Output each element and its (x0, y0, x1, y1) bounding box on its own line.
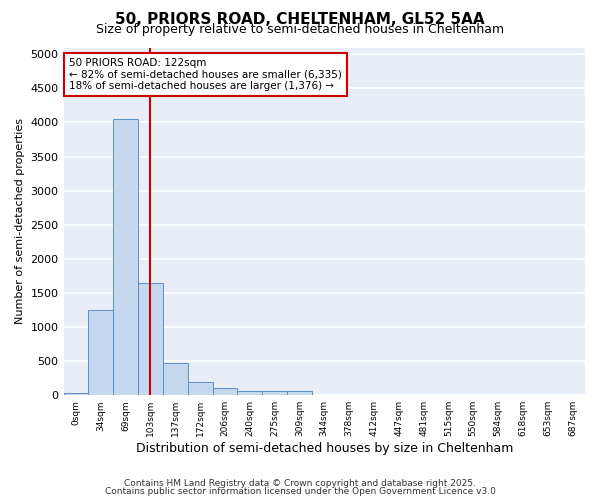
Bar (262, 392, 287, 395)
Bar (238, 391, 262, 395)
Text: Contains public sector information licensed under the Open Government Licence v3: Contains public sector information licen… (104, 487, 496, 496)
Text: 50 PRIORS ROAD: 122sqm
← 82% of semi-detached houses are smaller (6,335)
18% of : 50 PRIORS ROAD: 122sqm ← 82% of semi-det… (69, 58, 341, 91)
Bar (163, 363, 188, 395)
Y-axis label: Number of semi-detached properties: Number of semi-detached properties (15, 118, 25, 324)
X-axis label: Distribution of semi-detached houses by size in Cheltenham: Distribution of semi-detached houses by … (136, 442, 513, 455)
Bar (212, 388, 238, 395)
Bar (88, 310, 113, 395)
Text: Size of property relative to semi-detached houses in Cheltenham: Size of property relative to semi-detach… (96, 22, 504, 36)
Text: Contains HM Land Registry data © Crown copyright and database right 2025.: Contains HM Land Registry data © Crown c… (124, 478, 476, 488)
Bar (138, 282, 163, 395)
Bar (64, 393, 88, 395)
Bar (113, 119, 138, 395)
Bar (287, 392, 312, 395)
Text: 50, PRIORS ROAD, CHELTENHAM, GL52 5AA: 50, PRIORS ROAD, CHELTENHAM, GL52 5AA (115, 12, 485, 28)
Bar (188, 382, 212, 395)
